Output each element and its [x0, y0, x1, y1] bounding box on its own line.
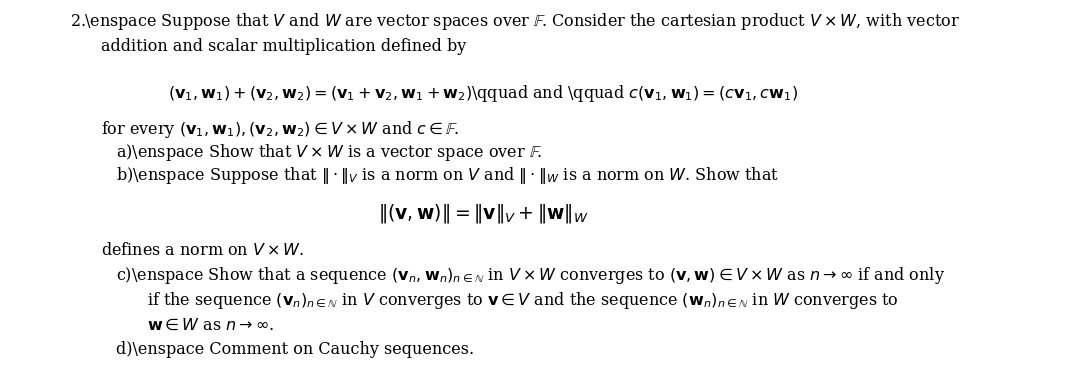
Text: $\mathbf{w} \in W$ as $n \to \infty$.: $\mathbf{w} \in W$ as $n \to \infty$.	[147, 317, 274, 334]
Text: if the sequence $(\mathbf{v}_n)_{n \in \mathbb{N}}$ in $V$ converges to $\mathbf: if the sequence $(\mathbf{v}_n)_{n \in \…	[147, 290, 899, 311]
Text: addition and scalar multiplication defined by: addition and scalar multiplication defin…	[100, 38, 465, 56]
Text: $\|(\mathbf{v}, \mathbf{w})\| = \|\mathbf{v}\|_V + \|\mathbf{w}\|_W$: $\|(\mathbf{v}, \mathbf{w})\| = \|\mathb…	[378, 202, 589, 224]
Text: $(\mathbf{v}_1, \mathbf{w}_1) + (\mathbf{v}_2, \mathbf{w}_2) = (\mathbf{v}_1 + \: $(\mathbf{v}_1, \mathbf{w}_1) + (\mathbf…	[168, 83, 798, 104]
Text: 2.\enspace Suppose that $V$ and $W$ are vector spaces over $\mathbb{F}$. Conside: 2.\enspace Suppose that $V$ and $W$ are …	[69, 11, 959, 32]
Text: c)\enspace Show that a sequence $(\mathbf{v}_n, \mathbf{w}_n)_{n \in \mathbb{N}}: c)\enspace Show that a sequence $(\mathb…	[116, 265, 945, 286]
Text: a)\enspace Show that $V \times W$ is a vector space over $\mathbb{F}$.: a)\enspace Show that $V \times W$ is a v…	[116, 142, 542, 163]
Text: d)\enspace Comment on Cauchy sequences.: d)\enspace Comment on Cauchy sequences.	[116, 341, 474, 359]
Text: for every $(\mathbf{v}_1, \mathbf{w}_1), (\mathbf{v}_2, \mathbf{w}_2) \in V \tim: for every $(\mathbf{v}_1, \mathbf{w}_1),…	[100, 118, 459, 140]
Text: b)\enspace Suppose that $\|\cdot\|_V$ is a norm on $V$ and $\|\cdot\|_W$ is a no: b)\enspace Suppose that $\|\cdot\|_V$ is…	[116, 165, 780, 187]
Text: defines a norm on $V \times W$.: defines a norm on $V \times W$.	[100, 242, 303, 259]
